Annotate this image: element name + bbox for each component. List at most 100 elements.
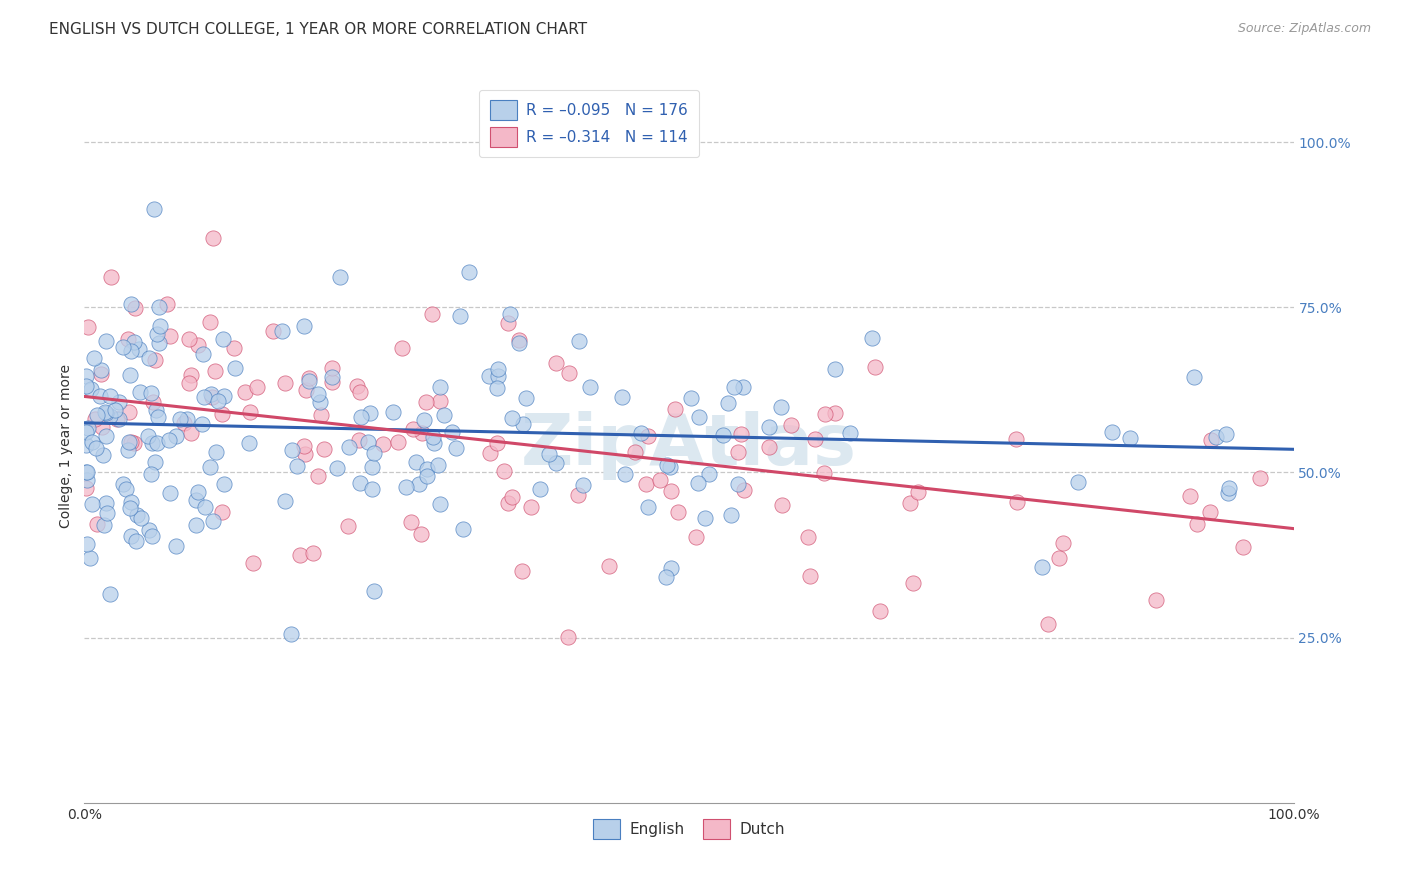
Point xyxy=(686,476,709,491)
Text: ZipAtlas: ZipAtlas xyxy=(522,411,856,481)
Point xyxy=(89,389,111,403)
Point xyxy=(814,408,837,422)
Y-axis label: College, 1 year or more: College, 1 year or more xyxy=(59,364,73,528)
Point xyxy=(143,455,166,469)
Point xyxy=(860,331,883,345)
Point xyxy=(558,366,581,380)
Point xyxy=(176,412,198,426)
Point xyxy=(1144,592,1167,607)
Point xyxy=(450,310,472,324)
Point xyxy=(212,389,235,403)
Point xyxy=(486,362,509,376)
Point xyxy=(200,390,222,404)
Point xyxy=(200,387,222,401)
Point xyxy=(76,537,98,551)
Point xyxy=(659,561,682,575)
Point xyxy=(90,363,112,377)
Point xyxy=(108,412,131,426)
Point xyxy=(637,500,659,514)
Point xyxy=(159,329,181,343)
Point xyxy=(76,473,98,487)
Point xyxy=(429,497,451,511)
Point xyxy=(91,448,114,462)
Point xyxy=(207,393,229,408)
Point xyxy=(124,533,146,548)
Point xyxy=(274,376,297,390)
Point xyxy=(148,409,170,424)
Point xyxy=(141,467,163,481)
Point xyxy=(191,347,214,361)
Point xyxy=(298,371,321,385)
Point xyxy=(688,409,710,424)
Point xyxy=(143,202,166,217)
Point xyxy=(479,446,502,460)
Point xyxy=(179,332,201,346)
Point xyxy=(117,332,139,346)
Point xyxy=(451,522,474,536)
Point xyxy=(361,483,384,497)
Point xyxy=(96,506,118,520)
Point xyxy=(270,324,292,338)
Point xyxy=(1005,433,1028,447)
Point xyxy=(1216,485,1239,500)
Point xyxy=(770,400,793,414)
Point xyxy=(96,406,118,420)
Point xyxy=(659,483,682,498)
Point xyxy=(349,410,371,425)
Point xyxy=(84,441,107,455)
Point xyxy=(274,494,297,508)
Point xyxy=(321,376,343,390)
Point xyxy=(399,516,422,530)
Legend: English, Dutch: English, Dutch xyxy=(586,814,792,845)
Point xyxy=(117,443,139,458)
Point xyxy=(118,434,141,449)
Point xyxy=(598,559,620,574)
Point xyxy=(169,411,191,425)
Point xyxy=(402,422,425,436)
Point xyxy=(520,500,543,515)
Point xyxy=(337,440,360,454)
Point xyxy=(486,381,509,395)
Point xyxy=(128,384,150,399)
Point xyxy=(191,417,214,431)
Point xyxy=(634,477,657,491)
Point xyxy=(498,316,520,330)
Point xyxy=(146,326,169,341)
Point xyxy=(86,516,108,531)
Point xyxy=(863,359,886,374)
Point xyxy=(501,490,523,504)
Point xyxy=(1101,425,1123,439)
Point xyxy=(346,379,368,393)
Point xyxy=(108,394,131,409)
Point xyxy=(129,511,152,525)
Point xyxy=(422,430,444,444)
Point xyxy=(84,412,107,426)
Point xyxy=(1215,426,1237,441)
Point xyxy=(429,380,451,394)
Point xyxy=(120,500,142,515)
Point xyxy=(411,426,433,441)
Point xyxy=(194,500,217,515)
Point xyxy=(733,380,755,394)
Point xyxy=(75,425,97,440)
Point xyxy=(387,434,409,449)
Point xyxy=(572,477,595,491)
Point xyxy=(80,497,103,511)
Point xyxy=(610,390,633,404)
Point xyxy=(458,265,481,279)
Point xyxy=(138,523,160,537)
Point xyxy=(723,379,745,393)
Point xyxy=(546,456,568,470)
Point xyxy=(325,460,347,475)
Point xyxy=(1038,617,1060,632)
Point xyxy=(193,390,215,404)
Point xyxy=(309,395,332,409)
Point xyxy=(238,436,260,450)
Point xyxy=(75,369,97,384)
Point xyxy=(202,231,225,245)
Point xyxy=(838,425,860,440)
Point xyxy=(1052,536,1074,550)
Point xyxy=(371,436,394,450)
Point xyxy=(294,384,316,398)
Point xyxy=(408,477,430,491)
